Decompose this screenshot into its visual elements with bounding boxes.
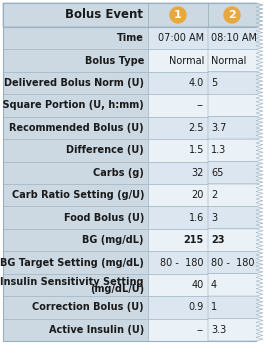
Text: Normal: Normal	[211, 56, 246, 66]
Bar	[148, 206, 208, 229]
Polygon shape	[208, 206, 263, 229]
Text: 3: 3	[211, 213, 217, 223]
Text: Recommended Bolus (U): Recommended Bolus (U)	[9, 123, 144, 133]
Circle shape	[224, 7, 240, 23]
Text: Bolus Event: Bolus Event	[65, 9, 143, 21]
Polygon shape	[208, 162, 263, 184]
Text: Active Insulin (U): Active Insulin (U)	[49, 325, 144, 335]
Text: --: --	[197, 100, 204, 110]
Text: Insulin Sensitivity Setting: Insulin Sensitivity Setting	[1, 277, 144, 287]
Text: 1.6: 1.6	[189, 213, 204, 223]
Bar	[3, 50, 148, 72]
Bar	[3, 229, 148, 251]
Text: 5: 5	[211, 78, 217, 88]
Text: 1: 1	[211, 302, 217, 312]
Text: Delivered Bolus Norm (U): Delivered Bolus Norm (U)	[4, 78, 144, 88]
Text: Carbs (g): Carbs (g)	[93, 168, 144, 178]
Bar	[3, 139, 148, 162]
Text: Bolus Type: Bolus Type	[85, 56, 144, 66]
Bar	[148, 72, 208, 94]
Bar	[148, 229, 208, 251]
Bar	[148, 139, 208, 162]
Text: 2.5: 2.5	[189, 123, 204, 133]
Polygon shape	[208, 94, 263, 117]
Text: 215: 215	[184, 235, 204, 245]
Bar	[3, 274, 148, 296]
Polygon shape	[208, 139, 263, 162]
Text: 3.7: 3.7	[211, 123, 226, 133]
Polygon shape	[3, 3, 263, 27]
Text: (mg/dL/U): (mg/dL/U)	[90, 284, 144, 294]
Polygon shape	[208, 50, 263, 72]
Text: 4: 4	[211, 280, 217, 290]
Text: 23: 23	[211, 235, 225, 245]
Polygon shape	[208, 296, 263, 319]
Polygon shape	[208, 117, 263, 139]
Bar	[148, 251, 208, 274]
Bar	[148, 117, 208, 139]
Text: 2: 2	[228, 10, 236, 20]
Text: Correction Bolus (U): Correction Bolus (U)	[32, 302, 144, 312]
Bar	[148, 94, 208, 117]
Bar	[3, 206, 148, 229]
Text: Carb Ratio Setting (g/U): Carb Ratio Setting (g/U)	[11, 190, 144, 200]
Text: 80 -  180: 80 - 180	[160, 258, 204, 268]
Text: Difference (U): Difference (U)	[66, 146, 144, 155]
Bar	[3, 27, 148, 50]
Text: 1.5: 1.5	[189, 146, 204, 155]
Polygon shape	[208, 72, 263, 94]
Text: 08:10 AM: 08:10 AM	[211, 33, 257, 43]
Bar	[148, 162, 208, 184]
Bar	[148, 184, 208, 206]
Bar	[3, 296, 148, 319]
Bar	[148, 296, 208, 319]
Polygon shape	[208, 274, 263, 296]
Bar	[148, 27, 208, 50]
Bar	[148, 319, 208, 341]
Text: Time: Time	[117, 33, 144, 43]
Text: + Square Portion (U, h:mm): + Square Portion (U, h:mm)	[0, 100, 144, 110]
Bar	[3, 251, 148, 274]
Text: 4.0: 4.0	[189, 78, 204, 88]
Polygon shape	[208, 27, 263, 50]
Bar	[3, 72, 148, 94]
Polygon shape	[208, 229, 263, 251]
Text: 80 -  180: 80 - 180	[211, 258, 255, 268]
Bar	[3, 117, 148, 139]
Text: 1.3: 1.3	[211, 146, 226, 155]
Bar	[148, 50, 208, 72]
Text: 07:00 AM: 07:00 AM	[158, 33, 204, 43]
Text: --: --	[197, 325, 204, 335]
Bar	[3, 319, 148, 341]
Text: 32: 32	[192, 168, 204, 178]
Circle shape	[170, 7, 186, 23]
Text: 65: 65	[211, 168, 223, 178]
Text: 1: 1	[174, 10, 182, 20]
Polygon shape	[208, 184, 263, 206]
Text: BG (mg/dL): BG (mg/dL)	[82, 235, 144, 245]
Polygon shape	[208, 319, 263, 341]
Polygon shape	[208, 251, 263, 274]
Text: 0.9: 0.9	[189, 302, 204, 312]
Text: BG Target Setting (mg/dL): BG Target Setting (mg/dL)	[0, 258, 144, 268]
Text: 3.3: 3.3	[211, 325, 226, 335]
Bar	[3, 94, 148, 117]
Text: 20: 20	[192, 190, 204, 200]
Bar	[148, 274, 208, 296]
Bar	[3, 184, 148, 206]
Text: 40: 40	[192, 280, 204, 290]
Text: Normal: Normal	[169, 56, 204, 66]
Text: 2: 2	[211, 190, 217, 200]
Text: Food Bolus (U): Food Bolus (U)	[64, 213, 144, 223]
Bar	[3, 162, 148, 184]
